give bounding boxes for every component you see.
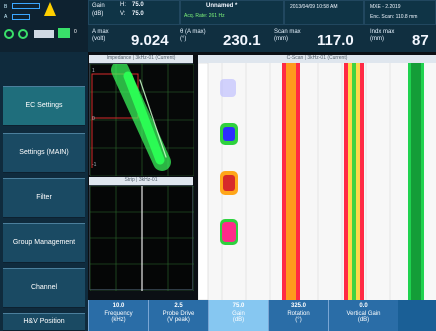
datetime: 2013/04/09 10:58 AM xyxy=(290,4,338,10)
signal-icon xyxy=(4,29,14,39)
cscan-svg xyxy=(198,63,436,300)
bottom-vertical-gain-value: 0.0 xyxy=(329,300,398,309)
gain-v-value: 75.0 xyxy=(132,11,144,18)
enc-scan-label: Enc. Scan: 110.8 mm xyxy=(370,14,417,20)
defect-2-core xyxy=(223,127,235,141)
card-icon xyxy=(34,30,54,38)
cscan-panel[interactable] xyxy=(198,63,436,300)
bottom-gain-value: 75.0 xyxy=(209,300,268,309)
readout-2-label: θ (A max) (°) xyxy=(180,29,212,43)
impedance-svg xyxy=(90,64,194,176)
sidebar-item-channel[interactable]: Channel xyxy=(3,268,85,308)
device-label: MXE - 2.2019 xyxy=(370,4,401,10)
status-area: B A 0 xyxy=(0,0,88,52)
readout-3-label: Scan max (mm) xyxy=(274,29,306,43)
defect-1 xyxy=(220,79,236,97)
readout-1-label: A max (volt) xyxy=(92,29,122,43)
bottom-rotation[interactable]: 325.0 Rotation (°) xyxy=(268,300,328,331)
battery-icon xyxy=(12,3,40,9)
battery-secondary-icon xyxy=(12,14,30,20)
bottom-rotation-unit: (°) xyxy=(269,317,328,323)
bottom-frequency-unit: (kHz) xyxy=(89,317,148,323)
stripe-3-core xyxy=(411,63,421,300)
readout-2-value: 230.1 xyxy=(223,32,261,49)
bottom-frequency[interactable]: 10.0 Frequency (kHz) xyxy=(88,300,148,331)
bottom-vertical-gain-unit: (dB) xyxy=(329,317,398,323)
impedance-title: Impedance | 3kHz-01 (Current) xyxy=(89,55,193,63)
gain-v-label: V: xyxy=(120,11,125,18)
gain-unit: (dB) xyxy=(92,11,103,18)
gain-h-value: 75.0 xyxy=(132,2,144,9)
bottom-probe-drive-unit: (V peak) xyxy=(149,317,208,323)
sidebar-item-group-management[interactable]: Group Management xyxy=(3,223,85,263)
cscan-title: C-Scan | 3kHz-01 (Current) xyxy=(198,55,436,63)
gain-h-label: H: xyxy=(120,2,126,9)
bottom-frequency-value: 10.0 xyxy=(89,300,148,309)
status-b-label: B xyxy=(4,4,7,10)
defect-3-core xyxy=(223,175,235,191)
strip-title: Strip | 3kHz-01 xyxy=(89,177,193,185)
sidebar-item-settings-main[interactable]: Settings (MAIN) xyxy=(3,133,85,173)
bottom-probe-drive-value: 2.5 xyxy=(149,300,208,309)
impedance-axis-bot: -1 xyxy=(92,162,96,168)
stripe-1-core xyxy=(286,63,296,300)
defect-4-core xyxy=(222,222,236,242)
strip-svg xyxy=(90,186,194,291)
acq-rate: Acq. Rate: 261 Hz xyxy=(184,13,225,19)
sidebar-item-hv-position[interactable]: H&V Position xyxy=(3,313,85,331)
bottom-gain[interactable]: 75.0 Gain (dB) xyxy=(208,300,268,331)
status-indicator-icon xyxy=(58,28,70,38)
sidebar-item-ec-settings[interactable]: EC Settings xyxy=(3,86,85,126)
strip-plot[interactable] xyxy=(89,185,193,290)
bottom-probe-drive[interactable]: 2.5 Probe Drive (V peak) xyxy=(148,300,208,331)
bottom-rotation-value: 325.0 xyxy=(269,300,328,309)
stripe-2-inner xyxy=(352,63,356,300)
sidebar-item-filter[interactable]: Filter xyxy=(3,178,85,218)
status-a-label: A xyxy=(4,14,7,20)
file-name: Unnamed * xyxy=(206,3,237,10)
impedance-axis-mid: 0 xyxy=(92,116,95,122)
impedance-plot[interactable] xyxy=(89,63,193,175)
readout-4-value: 87 xyxy=(412,32,429,49)
gain-label: Gain xyxy=(92,3,105,10)
readout-3-value: 117.0 xyxy=(317,32,354,49)
impedance-axis-top: 1 xyxy=(92,68,95,74)
bottom-gain-unit: (dB) xyxy=(209,317,268,323)
bottom-vertical-gain[interactable]: 0.0 Vertical Gain (dB) xyxy=(328,300,398,331)
readout-1-value: 9.024 xyxy=(131,32,169,49)
status-right-value: 0 xyxy=(74,29,77,35)
readout-4-label: Indx max (mm) xyxy=(370,29,404,43)
network-icon xyxy=(18,29,28,39)
power-icon xyxy=(44,2,56,16)
cscan-scale-strip xyxy=(198,63,208,300)
